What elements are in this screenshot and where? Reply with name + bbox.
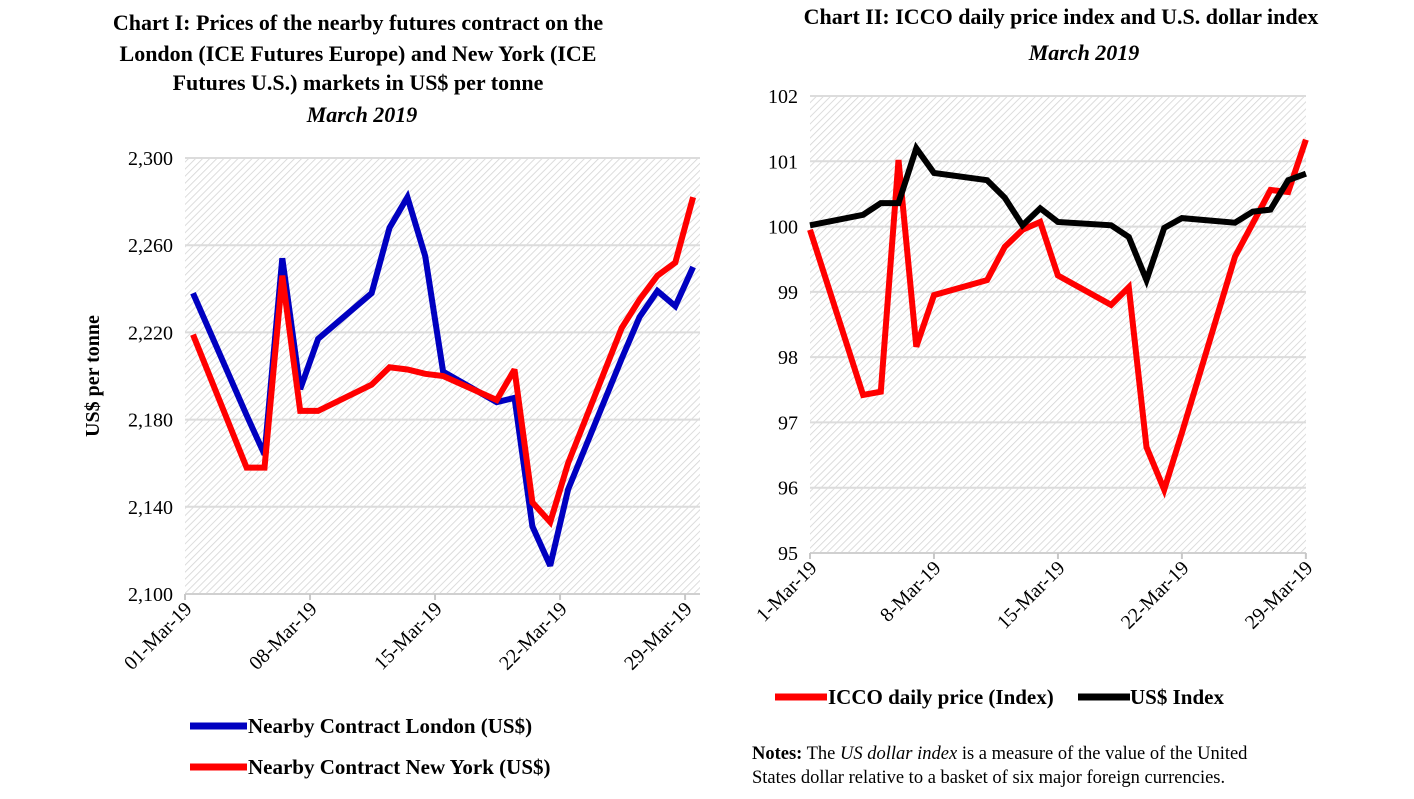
notes-line1: Notes: The US dollar index is a measure … bbox=[752, 744, 1248, 764]
y-tick-label: 2,140 bbox=[128, 497, 173, 519]
chart1-y-axis-title: US$ per tonne bbox=[82, 315, 104, 437]
x-tick-label: 01-Mar-19 bbox=[120, 598, 197, 675]
chart2-legend: ICCO daily price (Index) US$ Index bbox=[775, 685, 1224, 709]
y-tick-label: 2,260 bbox=[128, 235, 173, 257]
y-tick-label: 102 bbox=[768, 86, 798, 108]
x-tick-label: 8-Mar-19 bbox=[876, 557, 945, 626]
chart1-plot: 2,100 2,140 2,180 2,220 2,260 2,300 01-Mar-19 0… bbox=[120, 148, 700, 675]
notes-text-pre: The bbox=[802, 744, 840, 764]
chart1-title-line3: Futures U.S.) markets in US$ per tonne bbox=[173, 70, 544, 95]
chart2-title: Chart II: ICCO daily price index and U.S… bbox=[804, 4, 1319, 65]
legend-label-new-york: Nearby Contract New York (US$) bbox=[248, 755, 551, 779]
y-tick-label: 2,300 bbox=[128, 148, 173, 170]
y-tick-label: 2,180 bbox=[128, 410, 173, 432]
series-line-1 bbox=[190, 196, 696, 529]
legend-label-usd-index: US$ Index bbox=[1130, 685, 1224, 709]
x-tick-label: 22-Mar-19 bbox=[495, 598, 572, 675]
legend-label-icco: ICCO daily price (Index) bbox=[828, 685, 1054, 709]
x-tick-label: 15-Mar-19 bbox=[993, 557, 1070, 634]
y-tick-label: 2,220 bbox=[128, 322, 173, 344]
x-tick-label: 22-Mar-19 bbox=[1117, 557, 1194, 634]
chart2-plot: 95 96 97 98 99 100 101 102 1-Mar-19 8-Mar-19 15-Ma… bbox=[752, 86, 1317, 634]
notes-text-post: is a measure of the value of the United bbox=[957, 744, 1248, 764]
x-tick-label: 08-Mar-19 bbox=[245, 598, 322, 675]
y-tick-label: 96 bbox=[778, 478, 798, 500]
series-line-0 bbox=[807, 138, 1309, 499]
y-tick-label: 101 bbox=[768, 151, 798, 173]
y-tick-label: 2,100 bbox=[128, 584, 173, 606]
chart1-title: Chart I: Prices of the nearby futures co… bbox=[113, 10, 603, 127]
chart2-title-line: Chart II: ICCO daily price index and U.S… bbox=[804, 4, 1319, 29]
notes-line2: States dollar relative to a basket of si… bbox=[752, 768, 1225, 788]
y-tick-label: 98 bbox=[778, 347, 798, 369]
series-line-1 bbox=[809, 141, 1307, 289]
y-tick-label: 99 bbox=[778, 282, 798, 304]
y-tick-label: 97 bbox=[778, 412, 798, 434]
y-tick-label: 100 bbox=[768, 217, 798, 239]
notes-italic-term: US dollar index bbox=[840, 744, 958, 764]
chart2-subtitle: March 2019 bbox=[1028, 40, 1140, 65]
notes-label: Notes: bbox=[752, 744, 802, 764]
y-tick-label: 95 bbox=[778, 543, 798, 565]
x-tick-label: 29-Mar-19 bbox=[1241, 557, 1318, 634]
x-tick-label: 15-Mar-19 bbox=[370, 598, 447, 675]
plot-area bbox=[810, 96, 1306, 553]
x-tick-label: 29-Mar-19 bbox=[620, 598, 697, 675]
chart1-subtitle: March 2019 bbox=[306, 102, 418, 127]
chart1-title-line2: London (ICE Futures Europe) and New York… bbox=[120, 41, 597, 66]
chart1-legend: Nearby Contract London (US$) Nearby Cont… bbox=[190, 714, 551, 779]
chart1-title-line1: Chart I: Prices of the nearby futures co… bbox=[113, 10, 603, 35]
legend-label-london: Nearby Contract London (US$) bbox=[248, 714, 532, 738]
x-tick-label: 1-Mar-19 bbox=[752, 557, 821, 626]
